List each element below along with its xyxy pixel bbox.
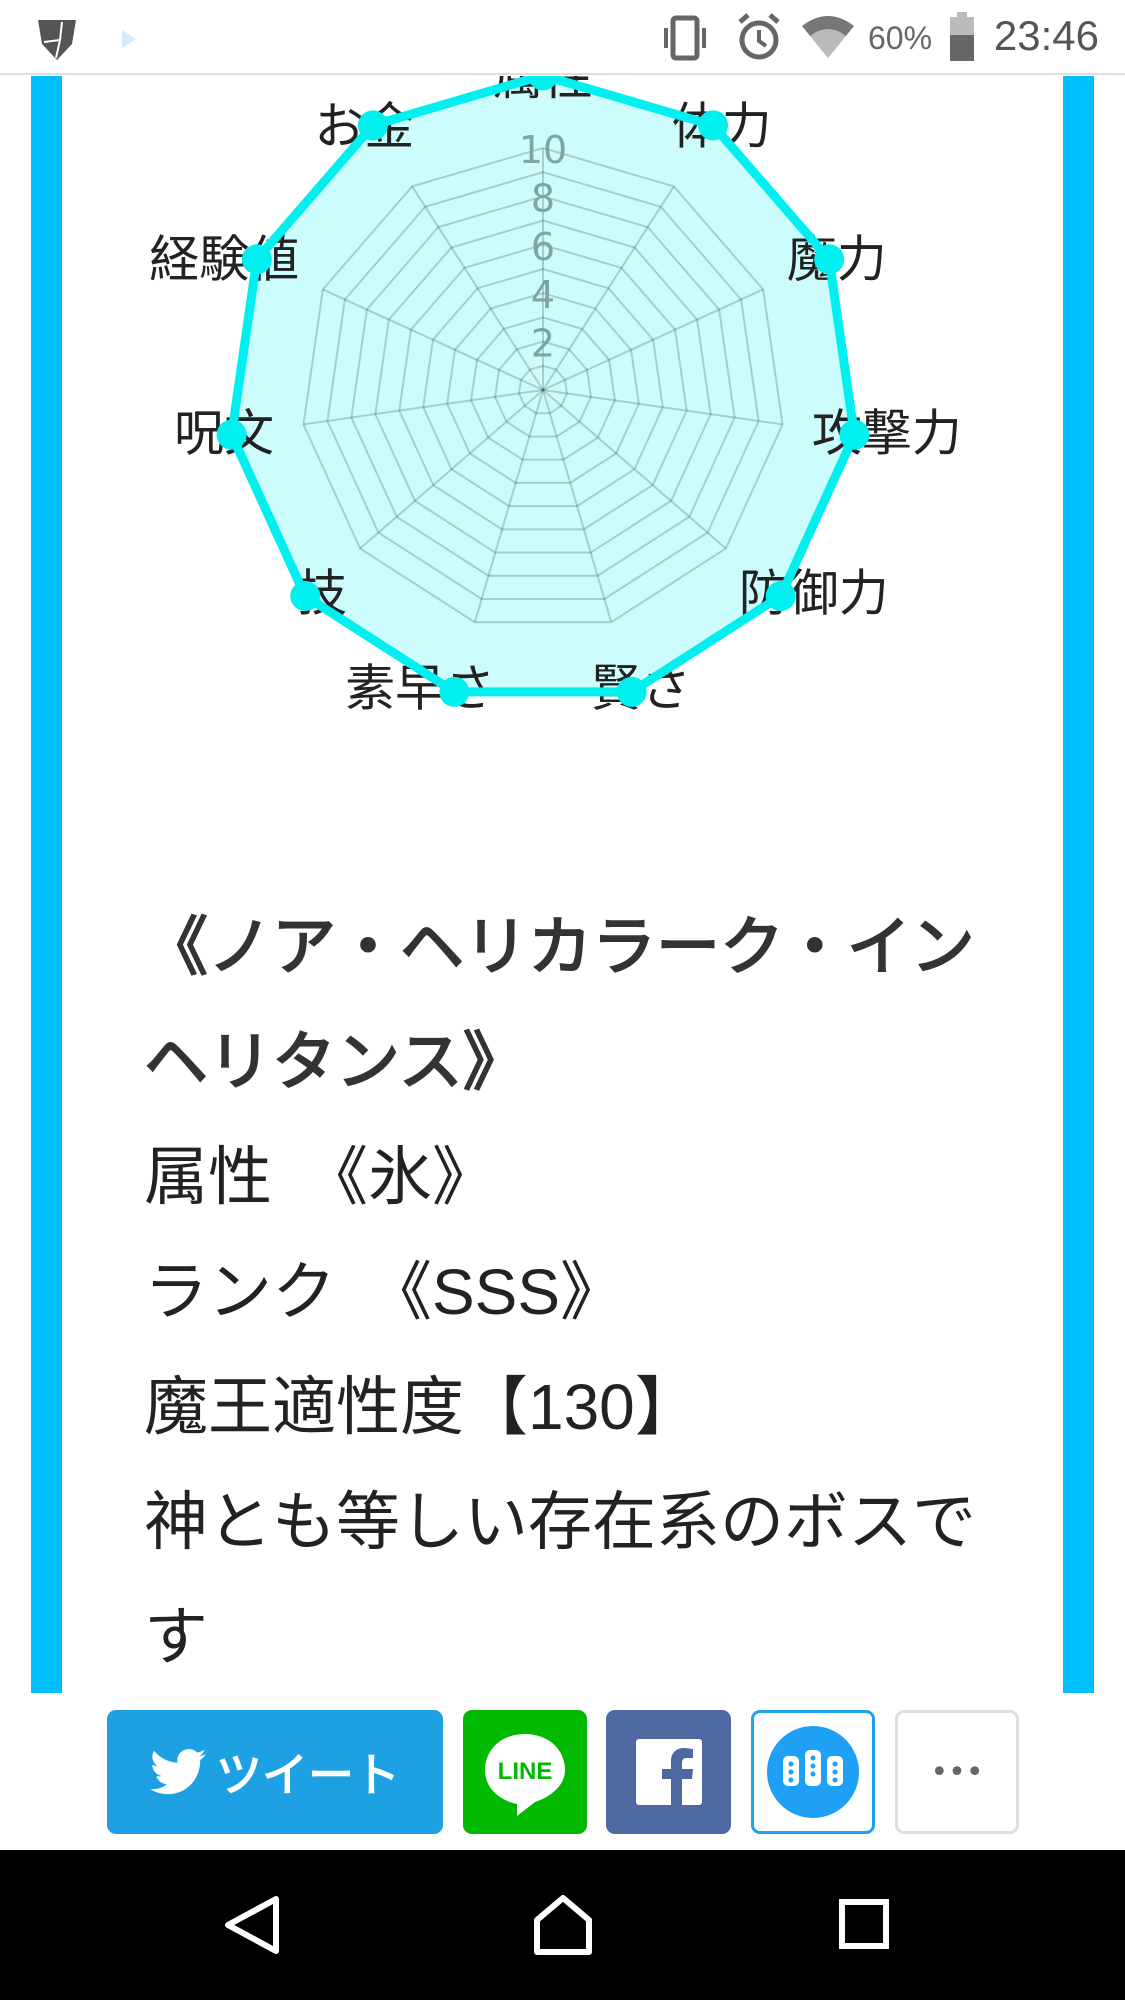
data-point <box>839 419 870 450</box>
series-fill-area <box>231 76 855 692</box>
status-bar: 60% 23:46 <box>0 0 1125 75</box>
grid-ring <box>446 292 640 484</box>
grid-ring <box>350 195 736 577</box>
share-bar: ツイート LINE ••• <box>0 1693 1125 1850</box>
data-point <box>357 110 388 141</box>
data-point <box>216 419 247 450</box>
twitter-bird-icon <box>150 1748 206 1795</box>
radial-tick-label: 4 <box>531 273 555 317</box>
grid-spoke <box>542 185 675 391</box>
radar-chart: 246810属性体力魔力攻撃力防御力賢さ素早さ技呪文経験値お金 <box>0 76 1125 756</box>
more-share-button[interactable]: ••• <box>895 1710 1019 1834</box>
facebook-logo-icon <box>635 1739 702 1805</box>
grid-spoke <box>542 389 613 623</box>
back-icon[interactable] <box>222 1894 282 1956</box>
clock: 23:46 <box>993 12 1099 59</box>
more-dots-icon: ••• <box>930 1754 984 1790</box>
home-icon[interactable] <box>531 1892 595 1956</box>
data-point <box>241 244 272 275</box>
shield-app-icon <box>38 20 76 60</box>
data-point <box>439 676 470 707</box>
svg-text:LINE: LINE <box>498 1758 553 1785</box>
article-text: 《ノア・ヘリカラーク・インヘリタンス》 属性 《氷》 ランク 《SSS》 魔王適… <box>144 890 994 1695</box>
battery-icon <box>950 12 974 61</box>
grid-ring <box>398 243 688 531</box>
radar-chart-svg: 246810属性体力魔力攻撃力防御力賢さ素早さ技呪文経験値お金 <box>149 76 962 717</box>
line-logo-icon: LINE <box>485 1734 565 1816</box>
axis-label: 防御力 <box>739 564 889 622</box>
grid-ring <box>518 364 568 415</box>
data-point <box>290 581 321 612</box>
hatena-bookmark-button[interactable] <box>751 1710 875 1834</box>
grid-spoke <box>359 389 544 550</box>
grid-spoke <box>542 389 727 550</box>
grid-spoke <box>411 185 544 391</box>
grid-ring <box>470 316 616 461</box>
character-name: 《ノア・ヘリカラーク・インヘリタンス》 <box>144 911 975 1098</box>
facebook-share-button[interactable] <box>606 1710 731 1834</box>
frame-right-border <box>1063 76 1094 1693</box>
grid-ring <box>374 219 712 554</box>
data-point <box>765 581 796 612</box>
battery-percent: 60% <box>868 20 933 56</box>
data-point <box>814 244 845 275</box>
radial-tick-label: 2 <box>531 322 555 366</box>
grid-spoke <box>473 389 544 623</box>
grid-ring <box>494 340 592 438</box>
grid-spoke <box>322 288 544 391</box>
attribute-line: 属性 《氷》 <box>144 1141 496 1213</box>
grid-ring <box>326 171 760 600</box>
grid-spoke <box>542 288 764 391</box>
play-notification-icon <box>122 30 136 48</box>
description-line: 神とも等しい存在系のボスです <box>144 1486 976 1673</box>
wifi-icon <box>802 16 854 58</box>
grid-ring <box>422 267 664 508</box>
series-line <box>227 76 859 697</box>
rank-line: ランク 《SSS》 <box>144 1256 625 1328</box>
alarm-icon <box>738 13 780 60</box>
axis-label: 攻撃力 <box>812 404 962 462</box>
grid-spoke <box>303 389 544 426</box>
grid-spoke <box>542 389 783 426</box>
radial-tick-label: 6 <box>531 225 555 269</box>
recent-apps-icon[interactable] <box>838 1898 890 1950</box>
radial-tick-label: 8 <box>531 176 555 220</box>
tweet-label: ツイート <box>216 1749 400 1801</box>
tweet-button[interactable]: ツイート <box>107 1710 443 1834</box>
grid-ring <box>302 146 784 624</box>
radial-tick-label: 10 <box>519 128 567 172</box>
bookmark-app-icon <box>767 1726 859 1818</box>
frame-left-border <box>31 76 62 1693</box>
vibrate-icon <box>664 15 706 61</box>
data-point <box>616 676 647 707</box>
data-point <box>528 76 558 91</box>
data-point <box>698 110 729 141</box>
line-share-button[interactable]: LINE <box>463 1710 587 1834</box>
navigation-bar <box>0 1850 1125 2000</box>
demon-king-aptitude-line: 魔王適性度【130】 <box>144 1371 699 1443</box>
